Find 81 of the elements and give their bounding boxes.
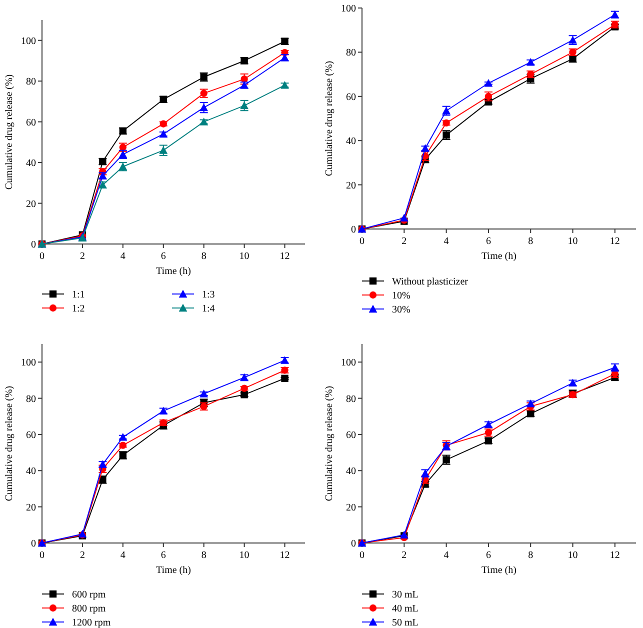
legend-label: 1200 rpm — [72, 618, 111, 628]
x-tick-label: 4 — [444, 550, 449, 561]
x-tick-label: 2 — [402, 550, 407, 561]
x-tick-label: 6 — [486, 550, 491, 561]
y-tick-label: 0 — [351, 224, 356, 236]
y-tick-label: 40 — [346, 466, 356, 478]
x-tick-label: 4 — [120, 251, 126, 262]
x-tick-label: 12 — [280, 251, 290, 262]
x-axis-title: Time (h) — [156, 266, 191, 277]
y-axis-title: Cumulative drug release (%) — [4, 386, 15, 502]
x-tick-label: 12 — [610, 550, 620, 561]
legend-label: 800 rpm — [72, 604, 106, 614]
y-tick-label: 60 — [26, 117, 36, 128]
x-tick-label: 2 — [80, 251, 85, 262]
legend-label: 1:4 — [202, 304, 215, 314]
y-tick-label: 60 — [26, 430, 36, 441]
x-tick-label: 10 — [239, 251, 250, 262]
y-tick-label: 80 — [26, 76, 36, 88]
point — [118, 432, 128, 441]
y-tick-label: 100 — [341, 358, 356, 369]
legend-label: 1:2 — [72, 304, 85, 314]
y-tick-label: 40 — [346, 136, 356, 148]
x-tick-label: 10 — [239, 550, 250, 561]
point — [240, 101, 249, 110]
y-tick-label: 80 — [346, 394, 356, 405]
y-tick-label: 0 — [31, 538, 36, 550]
x-tick-label: 6 — [160, 251, 166, 262]
y-tick-label: 100 — [341, 4, 356, 14]
y-tick-label: 40 — [26, 158, 36, 170]
y-tick-label: 80 — [346, 48, 356, 59]
x-tick-label: 12 — [280, 550, 290, 561]
point — [280, 80, 289, 89]
x-axis-title: Time (h) — [156, 565, 191, 576]
legend-label: 50 mL — [392, 618, 418, 628]
y-tick-label: 100 — [21, 36, 36, 47]
x-tick-label: 8 — [201, 550, 206, 561]
legend-label: 1:3 — [202, 290, 215, 300]
y-axis-title: Cumulative drug release (%) — [4, 74, 15, 190]
x-axis-title: Time (h) — [482, 251, 516, 262]
x-tick-label: 6 — [160, 550, 166, 561]
legend-label: 40 mL — [392, 604, 418, 614]
point — [484, 78, 493, 87]
point — [400, 214, 408, 222]
point — [159, 146, 168, 154]
legend-label: 30% — [392, 304, 410, 316]
y-tick-label: 80 — [26, 394, 36, 405]
x-tick-label: 8 — [528, 236, 534, 247]
y-tick-label: 20 — [26, 502, 36, 514]
y-tick-label: 40 — [26, 466, 36, 478]
legend-label: 30 mL — [392, 590, 418, 600]
point — [200, 103, 208, 112]
x-axis-title: Time (h) — [482, 565, 516, 576]
x-tick-label: 6 — [486, 236, 491, 247]
y-tick-label: 60 — [346, 92, 356, 103]
legend-label: Without plasticizer — [392, 276, 469, 288]
y-tick-label: 60 — [346, 430, 356, 441]
legend-label: 1:1 — [72, 290, 85, 300]
point — [281, 374, 288, 382]
x-tick-label: 0 — [360, 236, 364, 247]
y-tick-label: 20 — [346, 180, 356, 192]
y-axis-title: Cumulative drug release (%) — [324, 60, 335, 176]
x-tick-label: 2 — [80, 550, 85, 561]
x-tick-label: 8 — [528, 550, 534, 561]
x-tick-label: 0 — [360, 550, 364, 561]
y-tick-label: 0 — [351, 538, 356, 550]
legend-label: 600 rpm — [72, 590, 106, 600]
y-tick-label: 20 — [26, 198, 36, 210]
x-tick-label: 12 — [610, 236, 620, 247]
point — [159, 130, 168, 138]
legend-label: 10% — [392, 290, 410, 302]
x-tick-label: 0 — [40, 251, 44, 262]
x-tick-label: 8 — [201, 251, 206, 262]
y-tick-label: 100 — [21, 358, 36, 369]
x-tick-label: 10 — [568, 236, 578, 247]
y-tick-label: 20 — [346, 502, 356, 514]
y-axis-title: Cumulative drug release (%) — [324, 386, 335, 502]
x-tick-label: 4 — [444, 236, 449, 247]
x-tick-label: 10 — [568, 550, 578, 561]
x-tick-label: 0 — [40, 550, 44, 561]
x-tick-label: 2 — [402, 236, 407, 247]
x-tick-label: 4 — [120, 550, 126, 561]
